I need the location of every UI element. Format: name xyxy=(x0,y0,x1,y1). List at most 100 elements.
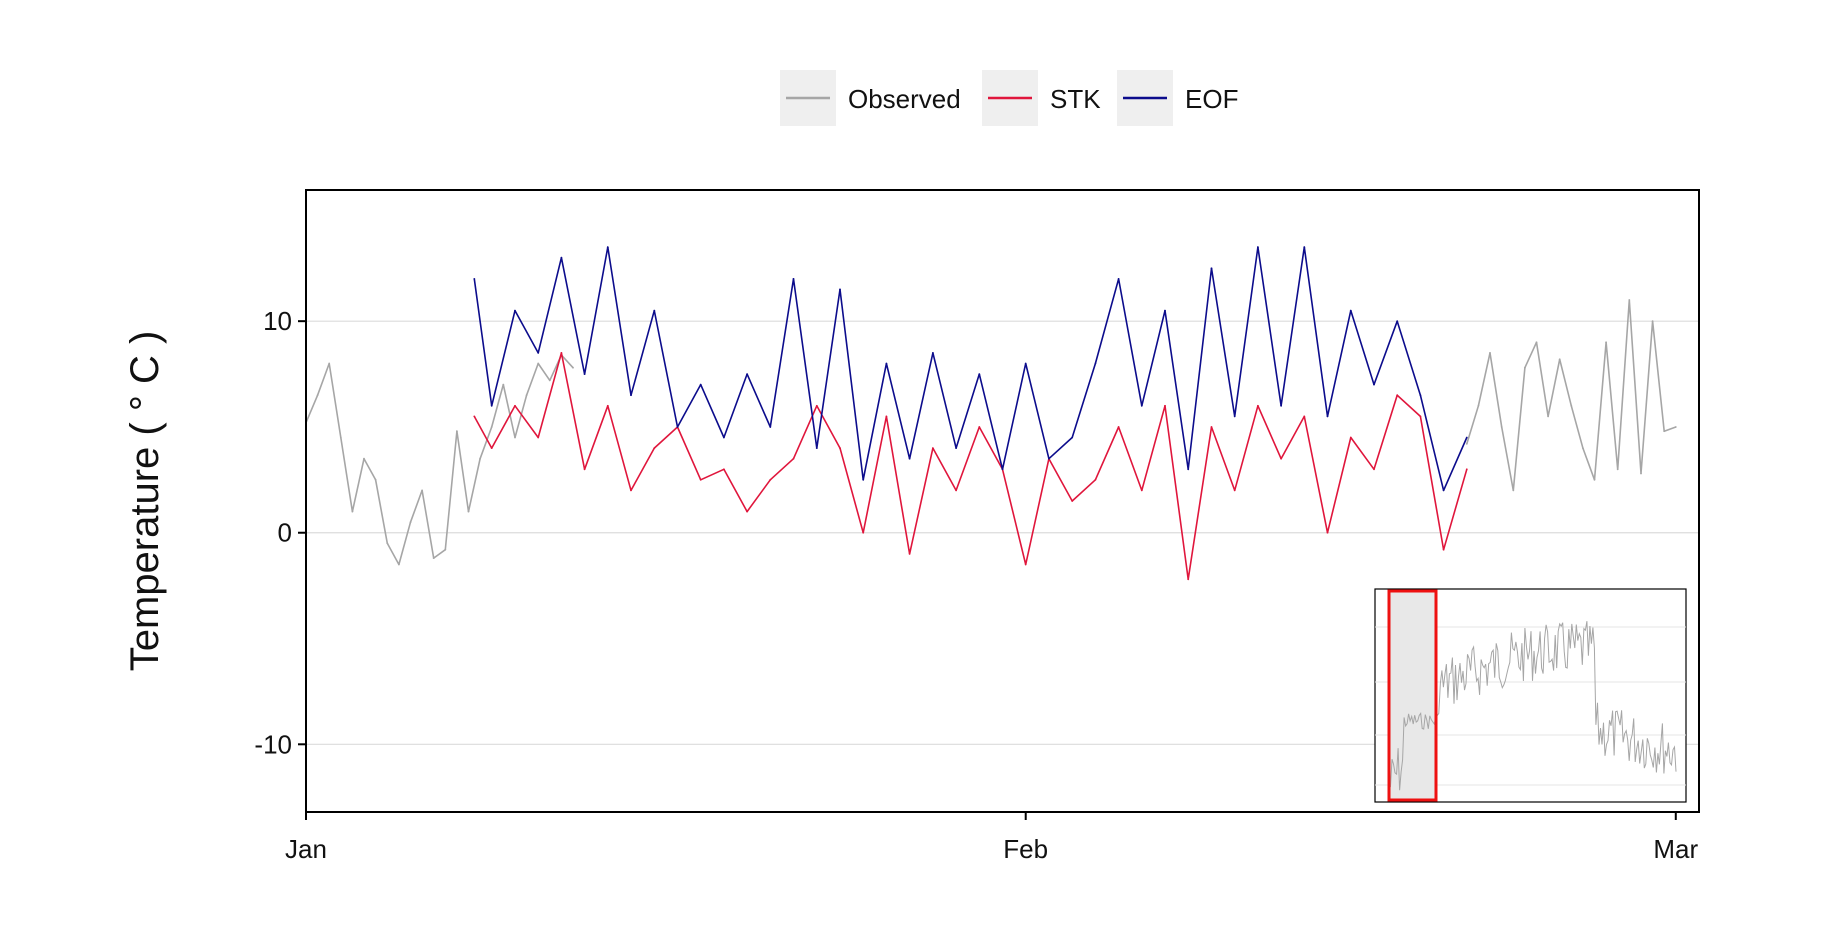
data-point-stk-22 xyxy=(978,426,981,428)
data-point-observed-30 xyxy=(1535,341,1538,344)
data-point-stk-15 xyxy=(815,404,818,407)
data-point-stk-16 xyxy=(839,447,841,449)
data-point-eof-0 xyxy=(473,278,476,280)
data-point-observed-15 xyxy=(479,457,481,460)
data-point-eof-15 xyxy=(815,447,818,449)
data-point-stk-7 xyxy=(630,489,632,492)
data-point-observed-6 xyxy=(374,478,377,481)
data-point-eof-16 xyxy=(839,288,841,291)
data-point-observed-39 xyxy=(1640,472,1642,475)
data-point-eof-30 xyxy=(1164,309,1166,312)
x-tick-label: Jan xyxy=(285,834,327,864)
inset-highlight-box xyxy=(1387,589,1438,802)
data-point-stk-26 xyxy=(1071,500,1074,502)
inset-overview xyxy=(1374,588,1687,803)
panel-border xyxy=(305,189,1700,813)
data-point-stk-0 xyxy=(473,415,476,418)
data-point-stk-1 xyxy=(490,447,493,449)
data-point-stk-20 xyxy=(932,447,934,449)
y-tick-label: 0 xyxy=(278,518,292,548)
data-point-observed-24 xyxy=(1465,443,1468,445)
data-point-observed-20 xyxy=(537,362,540,365)
series-line-observed xyxy=(305,299,1677,566)
data-point-eof-19 xyxy=(908,457,911,460)
data-point-observed-19 xyxy=(525,394,528,397)
data-point-eof-42 xyxy=(1442,489,1445,492)
data-point-eof-36 xyxy=(1303,246,1306,249)
data-point-stk-4 xyxy=(560,352,563,354)
data-point-observed-33 xyxy=(1570,404,1573,407)
data-point-stk-29 xyxy=(1140,489,1143,492)
x-tick-label: Mar xyxy=(1653,834,1698,864)
data-point-observed-12 xyxy=(444,548,447,551)
data-point-observed-16 xyxy=(490,426,493,428)
data-point-observed-14 xyxy=(467,510,470,513)
data-point-observed-34 xyxy=(1582,447,1584,449)
data-point-observed-17 xyxy=(502,383,505,386)
data-point-eof-13 xyxy=(769,426,772,428)
data-point-observed-7 xyxy=(386,542,389,545)
series-line-eof xyxy=(473,246,1468,492)
data-point-stk-27 xyxy=(1094,478,1097,481)
data-point-observed-2 xyxy=(328,362,331,365)
data-point-eof-11 xyxy=(723,436,725,439)
data-point-eof-33 xyxy=(1233,415,1236,418)
data-point-eof-41 xyxy=(1419,394,1422,397)
data-point-eof-7 xyxy=(630,394,632,397)
data-point-eof-17 xyxy=(862,478,865,481)
data-point-stk-11 xyxy=(723,468,725,471)
series-line-stk xyxy=(473,352,1468,581)
data-point-observed-32 xyxy=(1558,358,1561,361)
data-point-observed-42 xyxy=(1674,426,1677,428)
data-point-stk-6 xyxy=(606,404,609,407)
data-point-eof-8 xyxy=(653,309,656,312)
data-point-eof-22 xyxy=(978,373,981,375)
x-tick-label: Feb xyxy=(1003,834,1048,864)
data-point-observed-9 xyxy=(409,521,412,524)
data-point-stk-14 xyxy=(792,457,795,460)
data-point-observed-31 xyxy=(1547,415,1549,418)
data-point-eof-21 xyxy=(955,447,957,449)
data-point-eof-38 xyxy=(1349,309,1352,312)
data-point-observed-26 xyxy=(1489,352,1491,354)
inset-highlight-fill xyxy=(1389,591,1436,800)
axes: -10 0 10 Jan Feb Mar Temperature ( ° C ) xyxy=(123,189,1700,864)
data-point-eof-43 xyxy=(1465,436,1468,439)
data-point-eof-20 xyxy=(932,352,934,354)
data-point-observed-11 xyxy=(432,557,435,559)
y-tick-label: 10 xyxy=(263,306,292,336)
data-point-eof-3 xyxy=(537,352,540,354)
data-point-observed-13 xyxy=(456,430,458,433)
data-point-eof-32 xyxy=(1210,267,1213,270)
data-point-observed-28 xyxy=(1512,489,1515,492)
data-point-eof-4 xyxy=(560,256,563,259)
legend: Observed STK EOF xyxy=(780,70,1238,126)
data-point-eof-24 xyxy=(1024,362,1027,365)
data-point-observed-3 xyxy=(339,436,342,439)
data-point-observed-41 xyxy=(1663,430,1666,433)
data-point-observed-37 xyxy=(1616,468,1619,471)
data-point-eof-29 xyxy=(1140,404,1143,407)
data-point-observed-27 xyxy=(1500,426,1503,428)
data-point-eof-25 xyxy=(1048,457,1050,460)
data-point-stk-5 xyxy=(583,468,586,471)
data-point-eof-31 xyxy=(1187,468,1190,471)
y-tick-label: -10 xyxy=(254,729,292,759)
data-point-stk-42 xyxy=(1442,548,1445,551)
data-point-stk-10 xyxy=(699,478,702,481)
data-point-stk-40 xyxy=(1396,394,1399,397)
data-point-observed-4 xyxy=(351,510,354,513)
data-point-observed-8 xyxy=(398,563,400,566)
data-point-stk-3 xyxy=(537,436,540,439)
data-point-eof-37 xyxy=(1326,415,1329,418)
data-point-observed-38 xyxy=(1628,299,1631,301)
legend-label-observed: Observed xyxy=(848,84,961,114)
data-point-eof-12 xyxy=(746,373,748,375)
data-point-observed-36 xyxy=(1605,341,1607,344)
data-point-observed-25 xyxy=(1477,404,1480,407)
data-point-observed-10 xyxy=(421,489,423,492)
data-point-eof-23 xyxy=(1001,468,1004,471)
data-point-observed-35 xyxy=(1593,478,1596,481)
